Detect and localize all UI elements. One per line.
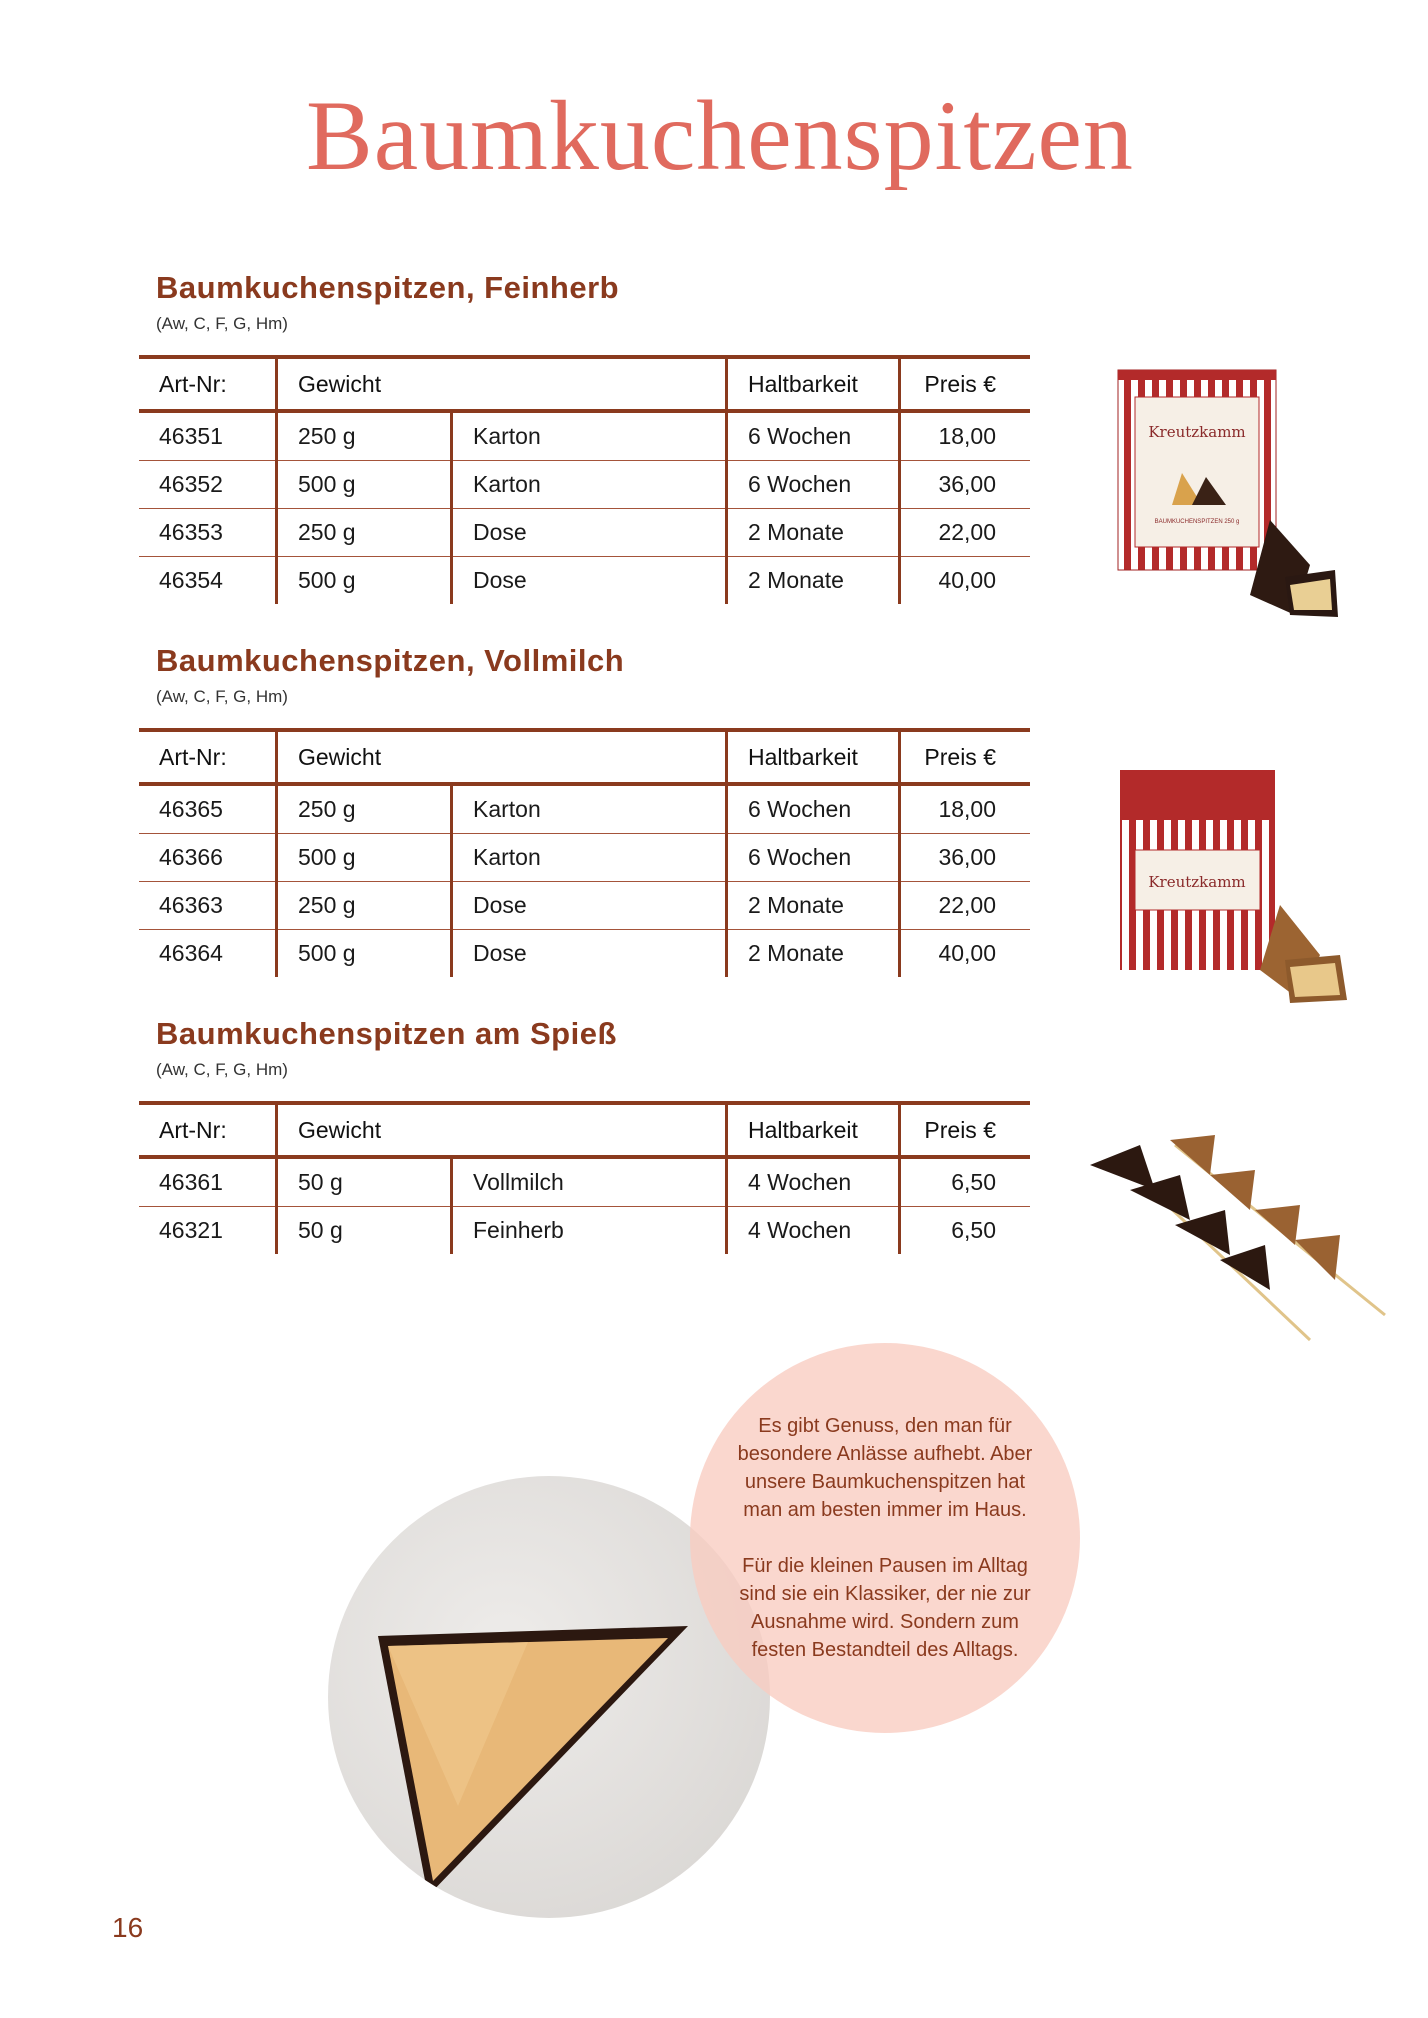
shelf-life-cell: 4 Wochen: [725, 1157, 900, 1207]
product-table-spiess: Art-Nr: Gewicht Haltbarkeit Preis € 4636…: [139, 1101, 1030, 1254]
box-logo: Kreutzkamm: [1148, 423, 1245, 441]
header-art-nr: Art-Nr:: [159, 370, 227, 397]
table-row: 46321 50 g Feinherb 4 Wochen 6,50: [139, 1206, 1030, 1254]
allergens-spiess: (Aw, C, F, G, Hm): [156, 1060, 288, 1079]
weight-cell: 250 g: [275, 508, 452, 557]
section-heading-feinherb: Baumkuchenspitzen, Feinherb: [156, 270, 620, 305]
weight-cell: 250 g: [275, 881, 452, 930]
packaging-cell: Karton: [450, 411, 727, 461]
header-haltbarkeit: Haltbarkeit: [725, 730, 900, 784]
packaging-cell: Dose: [450, 556, 727, 604]
table-row: 46354 500 g Dose 2 Monate 40,00: [139, 556, 1030, 604]
weight-cell: 50 g: [275, 1157, 452, 1207]
art-nr-cell: 46321: [159, 1217, 223, 1243]
price-cell: 22,00: [898, 508, 1030, 557]
table-row: 46352 500 g Karton 6 Wochen 36,00: [139, 460, 1030, 509]
table-header: Art-Nr: Gewicht Haltbarkeit Preis €: [139, 1103, 1030, 1157]
product-image-vollmilch-tin: Kreutzkamm: [1120, 770, 1347, 1003]
table-header: Art-Nr: Gewicht Haltbarkeit Preis €: [139, 730, 1030, 784]
section-heading-spiess: Baumkuchenspitzen am Spieß: [156, 1016, 617, 1051]
packaging-cell: Karton: [450, 784, 727, 834]
shelf-life-cell: 6 Wochen: [725, 833, 900, 882]
shelf-life-cell: 2 Monate: [725, 556, 900, 604]
header-haltbarkeit: Haltbarkeit: [725, 1103, 900, 1157]
shelf-life-cell: 2 Monate: [725, 881, 900, 930]
art-nr-cell: 46352: [159, 471, 223, 497]
art-nr-cell: 46351: [159, 423, 223, 449]
packaging-cell: Karton: [450, 833, 727, 882]
shelf-life-cell: 6 Wochen: [725, 784, 900, 834]
table-row: 46365 250 g Karton 6 Wochen 18,00: [139, 784, 1030, 834]
header-art-nr: Art-Nr:: [159, 743, 227, 770]
header-haltbarkeit: Haltbarkeit: [725, 357, 900, 411]
shelf-life-cell: 6 Wochen: [725, 411, 900, 461]
product-table-vollmilch: Art-Nr: Gewicht Haltbarkeit Preis € 4636…: [139, 728, 1030, 977]
price-cell: 6,50: [898, 1206, 1030, 1254]
price-cell: 22,00: [898, 881, 1030, 930]
packaging-cell: Vollmilch: [450, 1157, 727, 1207]
quote-paragraph-2: Für die kleinen Pausen im Alltag sind si…: [739, 1555, 1031, 1661]
tin-logo: Kreutzkamm: [1148, 873, 1245, 891]
packaging-cell: Dose: [450, 929, 727, 977]
shelf-life-cell: 6 Wochen: [725, 460, 900, 509]
price-cell: 18,00: [898, 784, 1030, 834]
section-heading-vollmilch: Baumkuchenspitzen, Vollmilch: [156, 643, 625, 678]
art-nr-cell: 46361: [159, 1169, 223, 1195]
art-nr-cell: 46363: [159, 892, 223, 918]
packaging-cell: Dose: [450, 508, 727, 557]
price-cell: 36,00: [898, 833, 1030, 882]
product-table-feinherb: Art-Nr: Gewicht Haltbarkeit Preis € 4635…: [139, 355, 1030, 604]
table-row: 46361 50 g Vollmilch 4 Wochen 6,50: [139, 1157, 1030, 1207]
art-nr-cell: 46353: [159, 519, 223, 545]
weight-cell: 500 g: [275, 833, 452, 882]
product-image-skewers: [1090, 1135, 1386, 1342]
packaging-cell: Dose: [450, 881, 727, 930]
weight-cell: 500 g: [275, 460, 452, 509]
shelf-life-cell: 4 Wochen: [725, 1206, 900, 1254]
header-preis: Preis €: [898, 357, 1030, 411]
table-row: 46353 250 g Dose 2 Monate 22,00: [139, 508, 1030, 557]
price-cell: 6,50: [898, 1157, 1030, 1207]
page-title: Baumkuchenspitzen: [306, 80, 1134, 191]
allergens-feinherb: (Aw, C, F, G, Hm): [156, 314, 288, 333]
price-cell: 18,00: [898, 411, 1030, 461]
art-nr-cell: 46354: [159, 567, 223, 593]
header-gewicht: Gewicht: [275, 357, 727, 411]
weight-cell: 50 g: [275, 1206, 452, 1254]
page-number: 16: [112, 1912, 144, 1943]
header-art-nr: Art-Nr:: [159, 1116, 227, 1143]
quote-bubble: Es gibt Genuss, den man für besondere An…: [690, 1343, 1080, 1733]
table-row: 46351 250 g Karton 6 Wochen 18,00: [139, 411, 1030, 461]
header-preis: Preis €: [898, 1103, 1030, 1157]
art-nr-cell: 46366: [159, 844, 223, 870]
packaging-cell: Karton: [450, 460, 727, 509]
table-row: 46366 500 g Karton 6 Wochen 36,00: [139, 833, 1030, 882]
header-gewicht: Gewicht: [275, 1103, 727, 1157]
product-image-feinherb-box: Kreutzkamm BAUMKUCHENSPITZEN 250 g: [1117, 369, 1338, 617]
art-nr-cell: 46365: [159, 796, 223, 822]
allergens-vollmilch: (Aw, C, F, G, Hm): [156, 687, 288, 706]
packaging-cell: Feinherb: [450, 1206, 727, 1254]
price-cell: 40,00: [898, 556, 1030, 604]
price-cell: 40,00: [898, 929, 1030, 977]
box-label: BAUMKUCHENSPITZEN 250 g: [1155, 519, 1240, 525]
shelf-life-cell: 2 Monate: [725, 929, 900, 977]
art-nr-cell: 46364: [159, 940, 223, 966]
quote-paragraph-1: Es gibt Genuss, den man für besondere An…: [737, 1415, 1033, 1521]
table-header: Art-Nr: Gewicht Haltbarkeit Preis €: [139, 357, 1030, 411]
header-preis: Preis €: [898, 730, 1030, 784]
table-row: 46363 250 g Dose 2 Monate 22,00: [139, 881, 1030, 930]
table-row: 46364 500 g Dose 2 Monate 40,00: [139, 929, 1030, 977]
weight-cell: 250 g: [275, 411, 452, 461]
shelf-life-cell: 2 Monate: [725, 508, 900, 557]
weight-cell: 500 g: [275, 929, 452, 977]
price-cell: 36,00: [898, 460, 1030, 509]
baumkuchen-slice-image: [378, 1626, 688, 1896]
weight-cell: 500 g: [275, 556, 452, 604]
weight-cell: 250 g: [275, 784, 452, 834]
header-gewicht: Gewicht: [275, 730, 727, 784]
